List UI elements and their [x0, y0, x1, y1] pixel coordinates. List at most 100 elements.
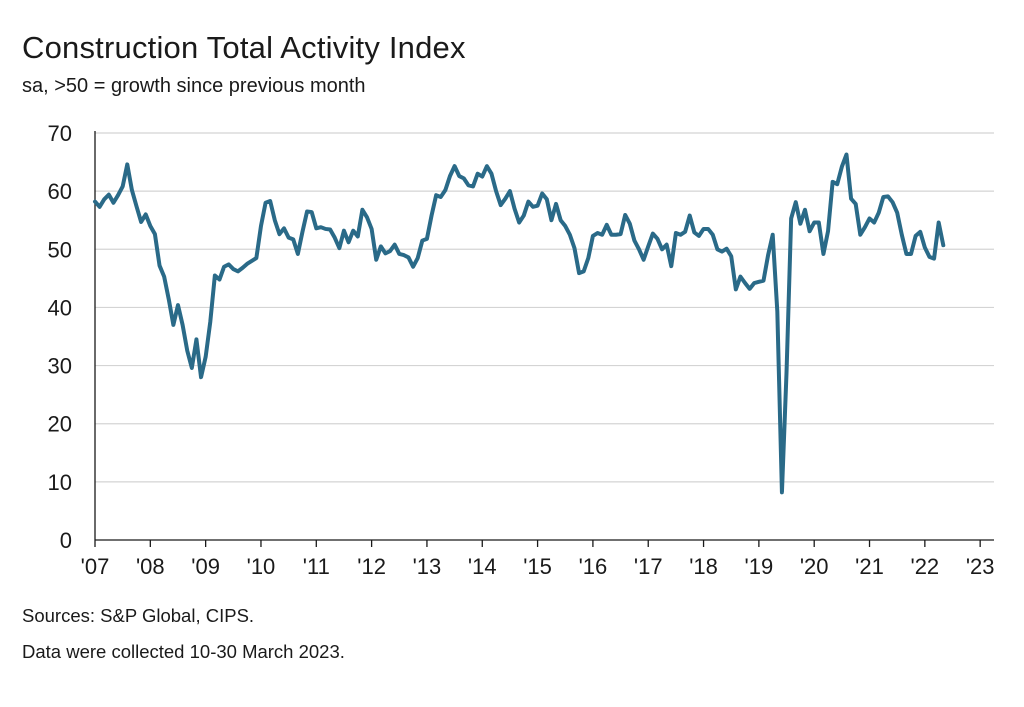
data-point	[863, 225, 867, 229]
x-tick-label: '14	[468, 554, 497, 579]
chart-title: Construction Total Activity Index	[22, 30, 466, 65]
data-point	[208, 320, 212, 324]
data-point	[204, 355, 208, 359]
data-point	[904, 252, 908, 256]
data-point	[540, 191, 544, 195]
data-point	[568, 233, 572, 237]
data-point	[526, 200, 530, 204]
y-tick-label: 70	[48, 121, 72, 146]
y-tick-label: 30	[48, 354, 72, 379]
data-point	[93, 200, 97, 204]
data-point	[789, 216, 793, 220]
data-point	[194, 337, 198, 341]
data-point	[918, 230, 922, 234]
data-point	[370, 227, 374, 231]
data-point	[277, 232, 281, 236]
data-point	[443, 188, 447, 192]
data-point	[144, 212, 148, 216]
data-point	[868, 216, 872, 220]
data-point	[729, 254, 733, 258]
data-point	[748, 287, 752, 291]
data-point	[854, 202, 858, 206]
data-point	[697, 234, 701, 238]
data-point	[134, 204, 138, 208]
y-tick-label: 50	[48, 237, 72, 262]
data-point	[711, 233, 715, 237]
data-point	[738, 275, 742, 279]
data-point	[609, 233, 613, 237]
data-point	[517, 221, 521, 225]
data-point	[941, 243, 945, 247]
collection-note: Data were collected 10-30 March 2023.	[22, 641, 345, 662]
data-point	[900, 233, 904, 237]
data-point	[706, 227, 710, 231]
data-point	[148, 224, 152, 228]
data-point	[798, 222, 802, 226]
data-point	[757, 280, 761, 284]
data-point	[236, 269, 240, 273]
data-point	[305, 209, 309, 213]
data-point	[379, 244, 383, 248]
data-point	[881, 195, 885, 199]
data-point	[282, 226, 286, 230]
data-point	[683, 230, 687, 234]
data-point	[213, 273, 217, 277]
data-point	[577, 271, 581, 275]
data-point	[632, 239, 636, 243]
data-point	[125, 162, 129, 166]
data-point	[425, 237, 429, 241]
data-point	[439, 195, 443, 199]
data-point	[780, 490, 784, 494]
data-point	[688, 214, 692, 218]
data-point	[360, 208, 364, 212]
data-point	[190, 366, 194, 370]
x-tick-label: '21	[855, 554, 884, 579]
data-point	[314, 226, 318, 230]
data-point	[328, 228, 332, 232]
data-point	[111, 201, 115, 205]
data-point	[637, 247, 641, 251]
data-point	[734, 287, 738, 291]
data-point	[416, 256, 420, 260]
gridlines	[95, 132, 994, 483]
data-point	[877, 211, 881, 215]
data-point	[420, 239, 424, 243]
data-point	[231, 267, 235, 271]
data-point	[480, 175, 484, 179]
data-point	[462, 176, 466, 180]
x-tick-label: '07	[81, 554, 110, 579]
data-point	[794, 200, 798, 204]
data-point	[167, 297, 171, 301]
data-point	[563, 224, 567, 228]
data-point	[775, 310, 779, 314]
data-point	[259, 224, 263, 228]
data-point	[171, 323, 175, 327]
data-point	[886, 194, 890, 198]
data-point	[614, 233, 618, 237]
x-axis: '07 '08 '09 '10 '11 '12 '13 '14 '15 '16 '17 '18 '19 '…	[81, 131, 995, 579]
data-point	[471, 184, 475, 188]
data-point	[499, 203, 503, 207]
data-point	[130, 188, 134, 192]
data-point	[766, 253, 770, 257]
x-tick-label: '20	[800, 554, 829, 579]
data-point	[162, 275, 166, 279]
x-tick-label: '19	[745, 554, 774, 579]
data-point	[139, 220, 143, 224]
data-point	[752, 281, 756, 285]
series-line	[93, 152, 946, 495]
data-point	[397, 252, 401, 256]
data-point	[393, 243, 397, 247]
data-point	[489, 172, 493, 176]
data-point	[743, 281, 747, 285]
data-point	[494, 189, 498, 193]
data-point	[342, 229, 346, 233]
data-point	[785, 370, 789, 374]
data-point	[310, 210, 314, 214]
data-point	[858, 233, 862, 237]
data-point	[651, 232, 655, 236]
data-point	[102, 197, 106, 201]
data-point	[812, 221, 816, 225]
y-tick-label: 20	[48, 412, 72, 437]
data-point	[591, 234, 595, 238]
